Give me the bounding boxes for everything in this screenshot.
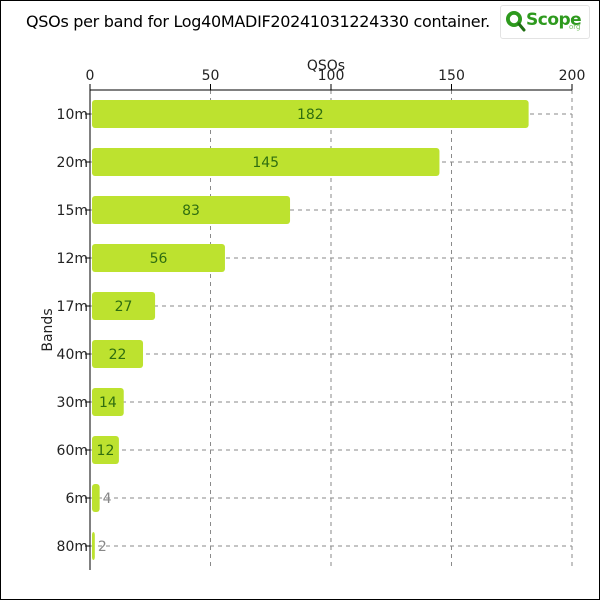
y-tick-label: 12m xyxy=(57,251,88,267)
bar-value-label: 83 xyxy=(182,203,200,219)
axes: 0 50 100 150 200 10m 20m 15m 12m 17m 40m 30m 60m 6m 80… xyxy=(40,58,585,570)
y-tick-label: 60m xyxy=(57,443,88,459)
bar-10m xyxy=(92,100,529,128)
bar-6m xyxy=(92,484,100,512)
bar-30m xyxy=(92,388,124,416)
bar-value-label: 27 xyxy=(115,299,133,315)
y-tick-label: 20m xyxy=(57,155,88,171)
y-tick-label: 15m xyxy=(57,203,88,219)
bar-17m xyxy=(92,292,156,320)
bar-value-label: 2 xyxy=(98,539,107,555)
bar-value-label: 12 xyxy=(97,443,115,459)
bar-12m xyxy=(92,244,225,272)
bar-60m xyxy=(92,436,119,464)
bar-value-label: 22 xyxy=(109,347,127,363)
y-tick-label: 80m xyxy=(57,539,88,555)
bar-value-label: 56 xyxy=(150,251,168,267)
bars: 182 145 83 56 27 22 14 12 4 2 xyxy=(92,100,529,560)
x-tick-label: 150 xyxy=(438,68,465,84)
x-tick-label: 100 xyxy=(318,68,345,84)
x-tick-label: 200 xyxy=(559,68,586,84)
magnifier-q-icon xyxy=(506,11,526,32)
y-tick-label: 6m xyxy=(65,491,88,507)
bar-value-label: 145 xyxy=(252,155,279,171)
chart-title: QSOs per band for Log40MADIF202410312243… xyxy=(26,12,490,31)
x-tick-label: 0 xyxy=(86,68,95,84)
qscope-logo[interactable]: Scope org xyxy=(500,5,590,39)
bar-20m xyxy=(92,148,440,176)
x-axis-title: QSOs xyxy=(307,58,345,74)
logo-wordmark: Scope xyxy=(526,10,582,30)
bar-15m xyxy=(92,196,291,224)
y-tick-label: 17m xyxy=(57,299,88,315)
y-tick-label: 40m xyxy=(57,347,88,363)
bar-value-label: 4 xyxy=(103,491,112,507)
bar-value-label: 182 xyxy=(297,107,324,123)
y-tick-label: 30m xyxy=(57,395,88,411)
x-tick-label: 50 xyxy=(202,68,220,84)
bar-value-label: 14 xyxy=(99,395,117,411)
y-tick-label: 10m xyxy=(57,107,88,123)
y-axis-title: Bands xyxy=(40,308,56,351)
logo-suffix: org xyxy=(569,23,581,31)
bar-80m xyxy=(92,532,95,560)
bar-40m xyxy=(92,340,144,368)
